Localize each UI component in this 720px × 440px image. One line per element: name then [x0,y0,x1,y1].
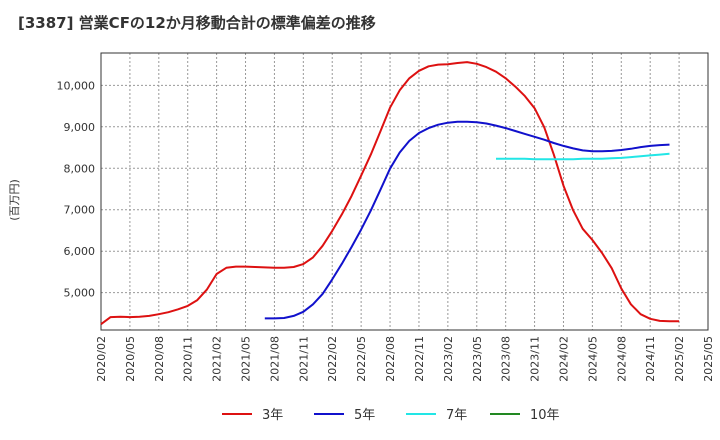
legend-label: 10年 [530,408,560,423]
x-tick-label: 2023/11 [529,336,542,382]
y-tick-label: 5,000 [64,287,96,300]
y-tick-label: 9,000 [64,121,96,134]
plot-frame [100,52,709,331]
legend-label: 7年 [446,408,467,423]
x-tick-label: 2024/11 [644,336,657,382]
x-tick-label: 2024/05 [586,336,599,382]
legend-label: 3年 [262,408,283,423]
chart-title: [3387] 営業CFの12か月移動合計の標準偏差の推移 [18,14,376,32]
x-tick-label: 2021/02 [211,336,224,382]
legend: 3年 5年 7年 10年 [222,408,560,423]
x-tick-label: 2023/02 [442,336,455,382]
grid [100,53,709,330]
y-tick-labels: 5,000 6,000 7,000 8,000 9,000 10,000 [57,79,96,299]
series-line [496,152,670,161]
y-axis-label: (百万円) [8,179,21,221]
x-tick-label: 2024/02 [557,336,570,382]
x-tick-label: 2020/08 [153,336,166,382]
x-tick-label: 2021/05 [240,336,253,382]
series-line [100,61,680,326]
x-tick-label: 2020/02 [95,336,108,382]
y-tick-label: 10,000 [57,79,96,92]
series-lines [100,61,680,326]
x-tick-label: 2020/11 [182,336,195,382]
x-tick-label: 2022/02 [326,336,339,382]
x-tick-label: 2022/05 [355,336,368,382]
legend-label: 5年 [354,408,375,423]
x-tick-label: 2021/08 [268,336,281,382]
x-tick-label: 2021/11 [297,336,310,382]
x-tick-label: 2025/05 [702,336,715,382]
y-tick-label: 8,000 [64,162,96,175]
x-tick-label: 2022/11 [413,336,426,382]
y-tick-label: 7,000 [64,204,96,217]
x-tick-label: 2023/05 [471,336,484,382]
axes [100,52,709,331]
x-tick-label: 2022/08 [384,336,397,382]
x-tick-label: 2020/05 [124,336,137,382]
y-tick-label: 6,000 [64,245,96,258]
x-tick-label: 2025/02 [673,336,686,382]
x-tick-label: 2023/08 [500,336,513,382]
series-line [264,120,670,320]
x-tick-labels: 2020/02 2020/05 2020/08 2020/11 2021/02 2021/… [95,336,715,382]
x-tick-label: 2024/08 [615,336,628,382]
